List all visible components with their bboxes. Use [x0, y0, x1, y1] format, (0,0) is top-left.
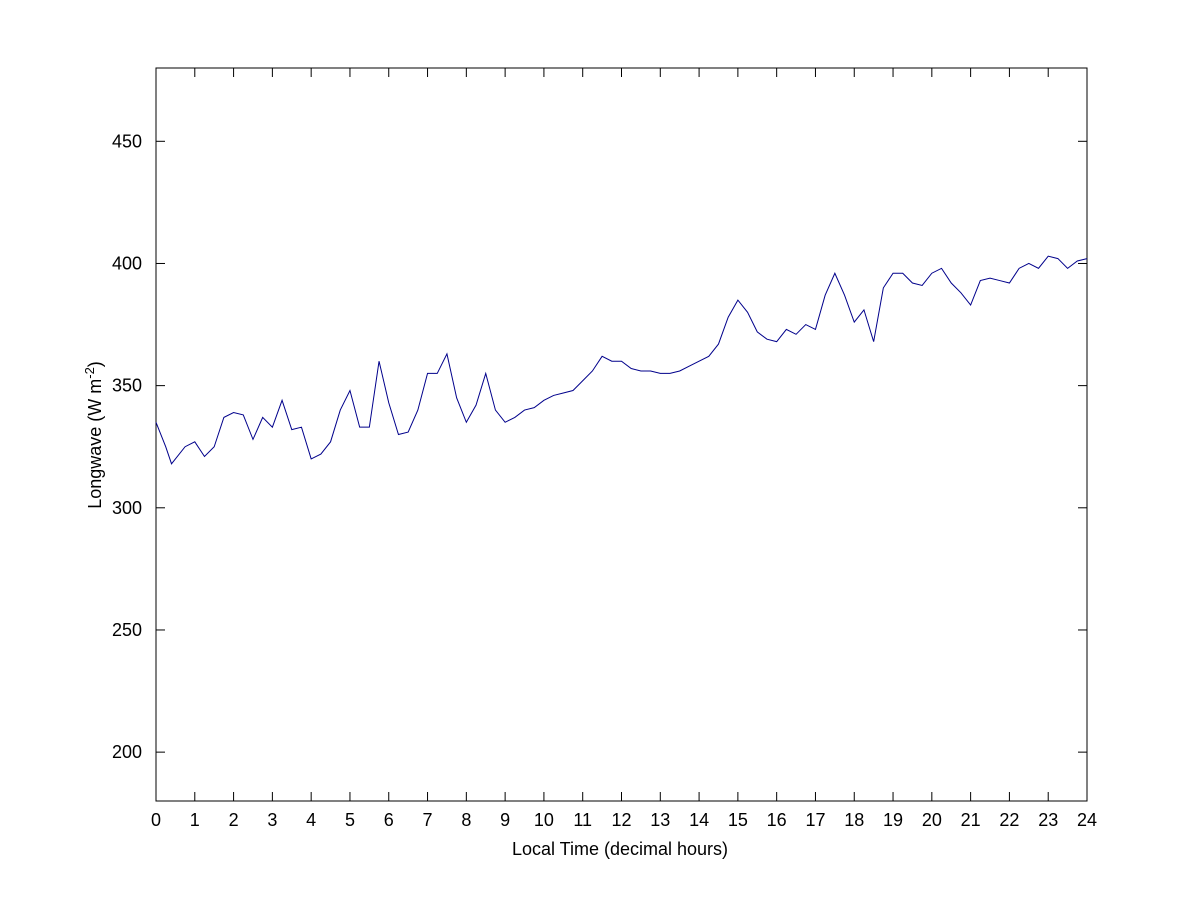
x-axis-label: Local Time (decimal hours) — [512, 839, 728, 859]
x-tick-label: 4 — [306, 810, 316, 830]
x-tick-label: 23 — [1038, 810, 1058, 830]
x-tick-label: 15 — [728, 810, 748, 830]
x-tick-label: 13 — [650, 810, 670, 830]
x-tick-label: 9 — [500, 810, 510, 830]
y-axis-label-superscript: -2 — [82, 367, 97, 379]
y-tick-label: 250 — [112, 620, 142, 640]
x-tick-label: 22 — [999, 810, 1019, 830]
y-axis-label-end: ) — [85, 361, 105, 367]
x-tick-label: 17 — [805, 810, 825, 830]
x-tick-label: 20 — [922, 810, 942, 830]
x-tick-label: 11 — [573, 810, 592, 830]
x-tick-label: 18 — [844, 810, 864, 830]
x-tick-label: 7 — [423, 810, 433, 830]
x-tick-label: 21 — [961, 810, 981, 830]
x-tick-label: 2 — [229, 810, 239, 830]
x-tick-label: 0 — [151, 810, 161, 830]
x-tick-label: 1 — [190, 810, 200, 830]
y-axis-label: Longwave (W m-2) — [82, 361, 105, 509]
y-tick-label: 450 — [112, 131, 142, 151]
x-tick-label: 10 — [534, 810, 554, 830]
data-line — [155, 255, 1088, 465]
y-axis-label-main: Longwave (W m — [85, 379, 105, 509]
y-tick-label: 200 — [112, 742, 142, 762]
plot-area — [155, 67, 1088, 802]
x-tick-label: 8 — [461, 810, 471, 830]
x-tick-label: 14 — [689, 810, 709, 830]
x-tick-label: 19 — [883, 810, 903, 830]
y-tick-label: 350 — [112, 376, 142, 396]
x-tick-label: 16 — [767, 810, 787, 830]
y-tick-label: 400 — [112, 253, 142, 273]
x-tick-label: 3 — [267, 810, 277, 830]
x-tick-label: 6 — [384, 810, 394, 830]
x-tick-label: 5 — [345, 810, 355, 830]
x-tick-label: 24 — [1077, 810, 1097, 830]
y-tick-label: 300 — [112, 498, 142, 518]
x-tick-label: 12 — [611, 810, 631, 830]
